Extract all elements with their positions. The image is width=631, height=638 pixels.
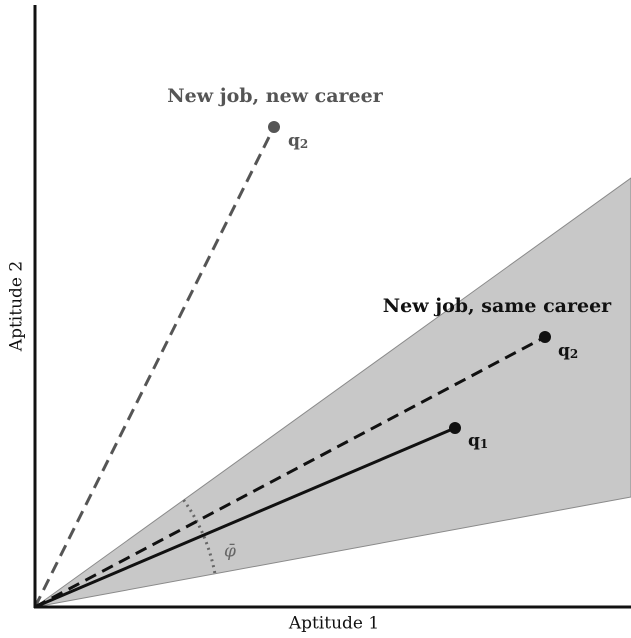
same-career-line [34,335,546,609]
point-q2-new [268,121,280,133]
point-label: q1 [468,431,488,451]
annotation: New job, same career [383,295,612,317]
point-label: q2 [558,341,578,361]
point-q2-same [539,331,551,343]
point-q1 [449,422,461,434]
new-career-line [33,126,276,608]
angle-label: φ̄ [224,542,236,562]
point-label: q2 [288,131,308,151]
x-axis-label: Aptitude 1 [288,614,379,634]
current-line [34,426,456,609]
cone [34,177,631,608]
angle-arc [182,499,217,575]
y-axis-label: Aptitude 2 [7,261,27,352]
annotation: New job, new career [167,85,383,107]
